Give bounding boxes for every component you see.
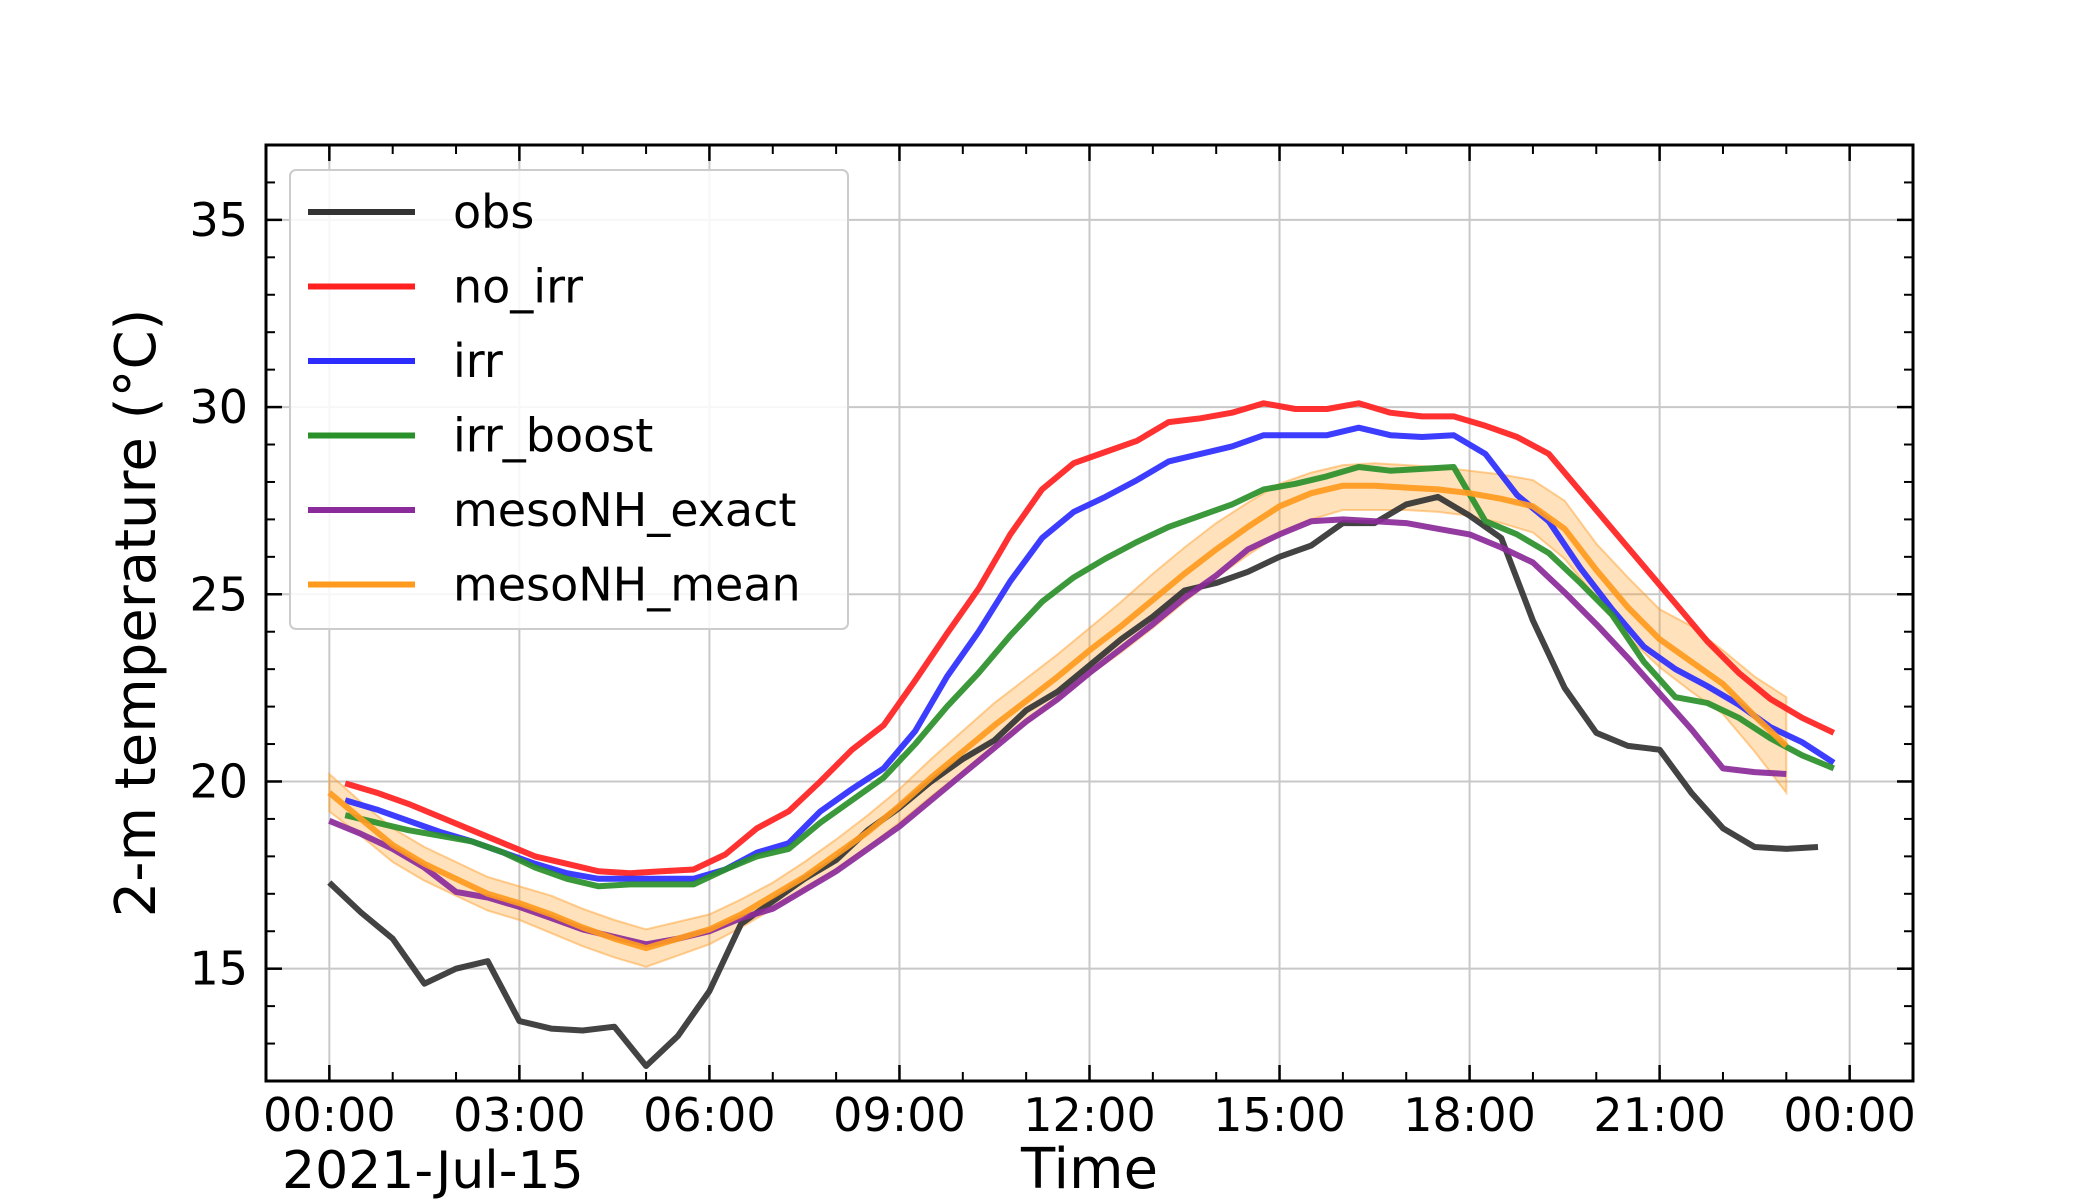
- legend-label-obs: obs: [453, 185, 534, 239]
- x-tick-label: 03:00: [453, 1088, 586, 1142]
- x-axis-title: Time: [1020, 1137, 1158, 1200]
- x-tick-label: 06:00: [643, 1088, 776, 1142]
- axis-ticks: [265, 144, 1914, 1082]
- x-tick-label: 00:00: [263, 1088, 396, 1142]
- y-tick-label: 20: [189, 754, 248, 808]
- series-line-irr: [344, 424, 1836, 882]
- legend-box: [289, 169, 849, 630]
- legend-label-mesoNH_exact: mesoNH_exact: [453, 483, 796, 537]
- date-label: 2021-Jul-15: [282, 1141, 584, 1200]
- series-line-no_irr: [344, 400, 1836, 877]
- x-tick-label: 12:00: [1023, 1088, 1156, 1142]
- series-line-irr_boost: [344, 464, 1835, 890]
- x-tick-label: 00:00: [1783, 1088, 1916, 1142]
- y-axis-title: 2-m temperature (°C): [104, 309, 169, 918]
- legend-label-no_irr: no_irr: [453, 260, 583, 314]
- x-tick-label: 15:00: [1213, 1088, 1346, 1142]
- series-line-obs: [327, 493, 1819, 1069]
- y-tick-label: 25: [189, 567, 248, 621]
- series-layer: [327, 400, 1836, 1069]
- y-tick-label: 15: [189, 942, 248, 996]
- x-tick-label: 18:00: [1403, 1088, 1536, 1142]
- x-tick-label: 09:00: [833, 1088, 966, 1142]
- series-line-mesoNH_mean: [327, 482, 1789, 952]
- legend-label-irr: irr: [453, 334, 503, 388]
- y-tick-label: 35: [189, 193, 248, 247]
- tick-labels: 00:00 03:00 06:00 09:00 12:00 15:00 18:00 21:00…: [189, 193, 1915, 1142]
- x-tick-label: 21:00: [1593, 1088, 1726, 1142]
- y-tick-label: 30: [189, 380, 248, 434]
- legend-label-mesoNH_mean: mesoNH_mean: [453, 558, 801, 612]
- legend-label-irr_boost: irr_boost: [453, 409, 653, 463]
